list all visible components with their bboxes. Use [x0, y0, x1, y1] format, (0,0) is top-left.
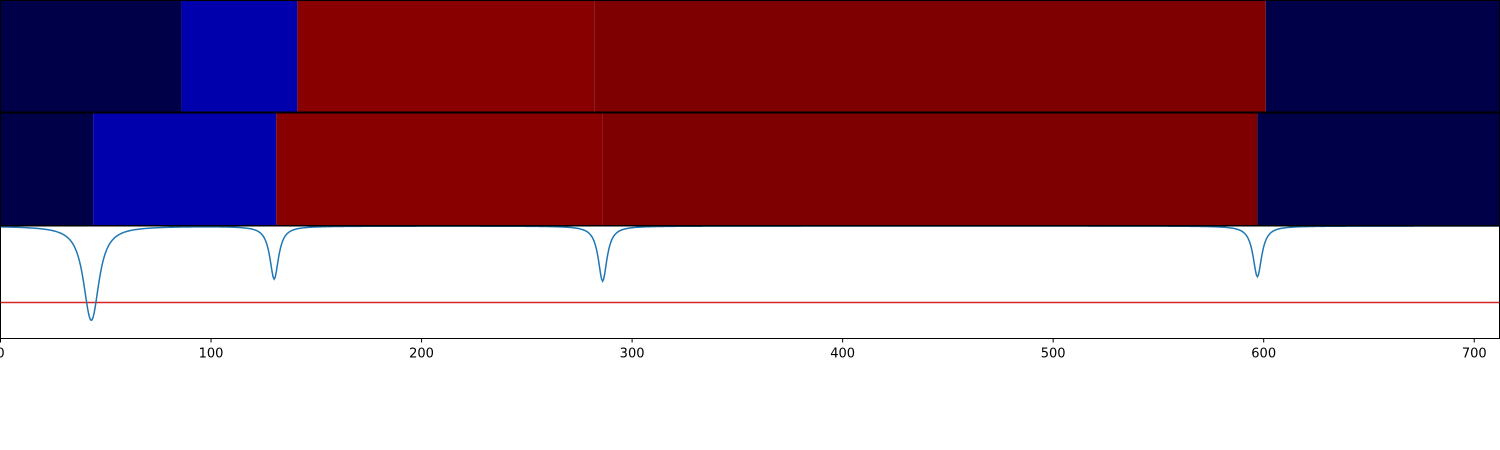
axes-frame-3 [0, 225, 1500, 339]
x-tick-label-700: 700 [1462, 347, 1487, 362]
x-tick-label-500: 500 [1041, 347, 1066, 362]
x-tick-label-300: 300 [620, 347, 645, 362]
x-tick-label-100: 100 [199, 347, 224, 362]
segmentation-strip-2 [0, 113, 1500, 226]
strip-2-segment-4 [602, 113, 1258, 226]
strip-1-segment-1 [0, 0, 182, 112]
strip-2-segment-2 [93, 113, 277, 226]
segmentation-strip-1 [0, 0, 1500, 112]
strip-2-segment-5 [1257, 113, 1500, 226]
strip-1-segment-2 [181, 0, 298, 112]
strip-2-segment-1 [0, 113, 94, 226]
boundary-score-line [0, 225, 1500, 322]
strip-2-segment-3 [276, 113, 603, 226]
boundary-score-panel [0, 225, 1500, 322]
strip-1-segment-3 [297, 0, 595, 112]
x-tick-label-400: 400 [830, 347, 855, 362]
x-tick-label-600: 600 [1251, 347, 1276, 362]
x-tick-label-200: 200 [409, 347, 434, 362]
x-axis: 0 100 200 300 400 500 600 700 [0, 338, 1487, 362]
strip-1-segment-4 [594, 0, 1266, 112]
strip-1-segment-5 [1265, 0, 1500, 112]
x-tick-label-0: 0 [0, 347, 5, 362]
